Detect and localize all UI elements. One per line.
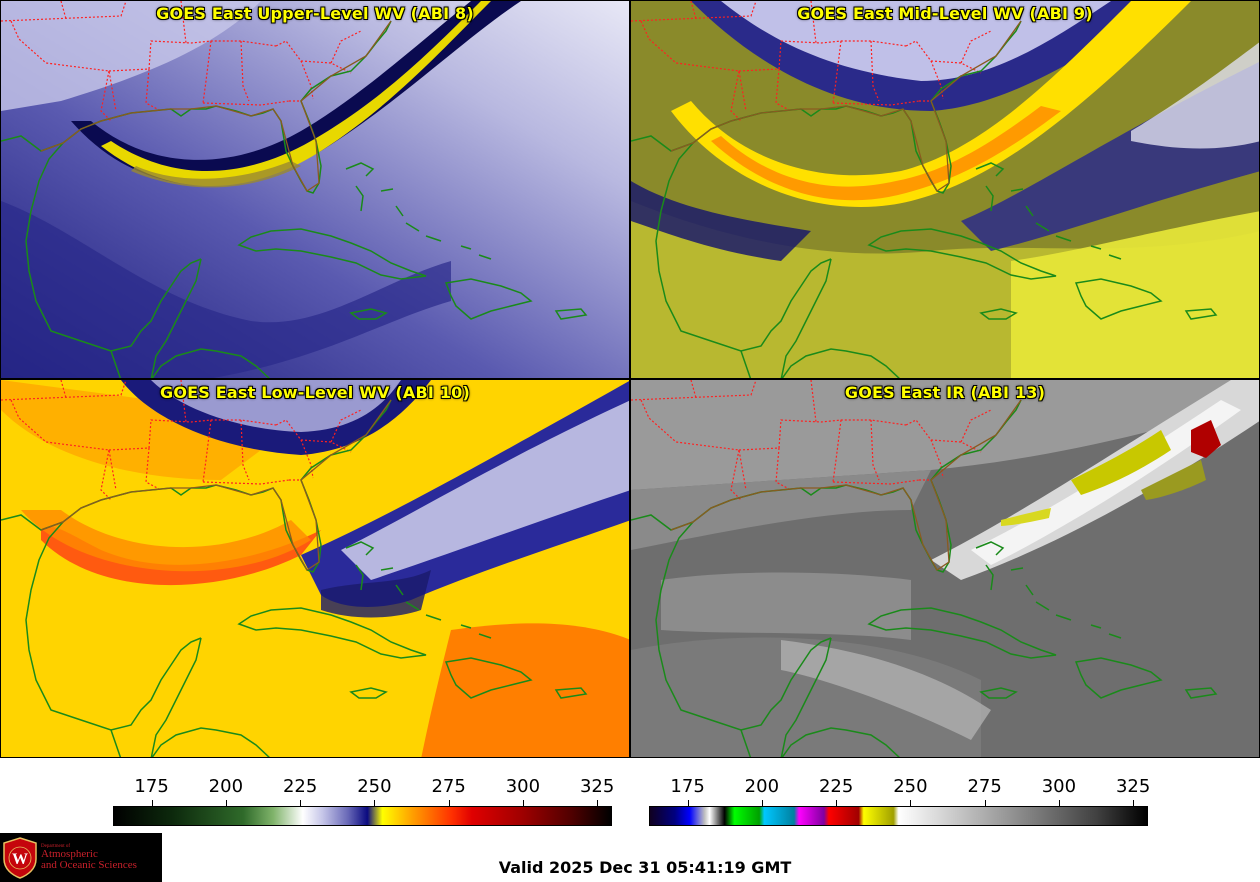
panel-title: GOES East Mid-Level WV (ABI 9) xyxy=(797,4,1093,23)
tick-label: 225 xyxy=(818,776,854,797)
tick-label: 225 xyxy=(282,776,318,797)
tick-mark xyxy=(522,800,524,806)
tick-mark xyxy=(687,800,689,806)
colorbar-wv: 175 200 225 250 275 300 325 xyxy=(113,770,615,830)
panel-mid-level-wv: GOES East Mid-Level WV (ABI 9) xyxy=(630,0,1260,379)
tick-label: 275 xyxy=(431,776,466,797)
colorbar-gradient xyxy=(113,806,612,826)
satellite-image-upper-wv xyxy=(1,1,629,378)
uw-seal-icon: W xyxy=(3,836,37,879)
seal-letter: W xyxy=(12,851,28,868)
logo-dept: Department of xyxy=(41,844,71,849)
tick-mark xyxy=(300,800,302,806)
tick-mark xyxy=(836,800,838,806)
tick-label: 250 xyxy=(893,776,928,797)
logo-line1: Atmospheric xyxy=(41,848,98,860)
tick-mark xyxy=(151,800,153,806)
panel-title: GOES East Upper-Level WV (ABI 8) xyxy=(156,4,474,23)
tick-label: 325 xyxy=(579,776,615,797)
tick-mark xyxy=(1058,800,1060,806)
panel-upper-level-wv: GOES East Upper-Level WV (ABI 8) xyxy=(0,0,630,379)
tick-label: 175 xyxy=(134,776,169,797)
satellite-image-low-wv xyxy=(1,380,629,757)
valid-time: Valid 2025 Dec 31 05:41:19 GMT xyxy=(498,858,792,877)
tick-mark xyxy=(374,800,376,806)
tick-mark xyxy=(761,800,763,806)
tick-label: 200 xyxy=(744,776,780,797)
tick-mark xyxy=(1133,800,1135,806)
tick-mark xyxy=(225,800,227,806)
panel-title: GOES East Low-Level WV (ABI 10) xyxy=(159,383,470,402)
colorbar-gradient xyxy=(649,806,1148,826)
tick-mark xyxy=(448,800,450,806)
tick-label: 275 xyxy=(967,776,1002,797)
satellite-image-mid-wv xyxy=(631,1,1259,378)
tick-label: 300 xyxy=(505,776,541,797)
tick-label: 300 xyxy=(1041,776,1077,797)
tick-label: 175 xyxy=(670,776,705,797)
logo-line2: and Oceanic Sciences xyxy=(41,859,137,871)
aos-logo: W Department of Atmospheric and Oceanic … xyxy=(0,833,162,882)
panel-title: GOES East IR (ABI 13) xyxy=(844,383,1046,402)
panel-low-level-wv: GOES East Low-Level WV (ABI 10) xyxy=(0,379,630,758)
satellite-image-ir xyxy=(631,380,1259,757)
tick-mark xyxy=(984,800,986,806)
tick-label: 250 xyxy=(357,776,392,797)
tick-label: 200 xyxy=(208,776,244,797)
panel-ir: GOES East IR (ABI 13) xyxy=(630,379,1260,758)
tick-mark xyxy=(597,800,599,806)
tick-label: 325 xyxy=(1115,776,1151,797)
colorbar-ir: 175 200 225 250 275 300 325 xyxy=(649,770,1151,830)
colorbar-ticks: 175 200 225 250 275 300 325 xyxy=(649,770,1151,806)
tick-mark xyxy=(910,800,912,806)
colorbar-ticks: 175 200 225 250 275 300 325 xyxy=(113,770,615,806)
